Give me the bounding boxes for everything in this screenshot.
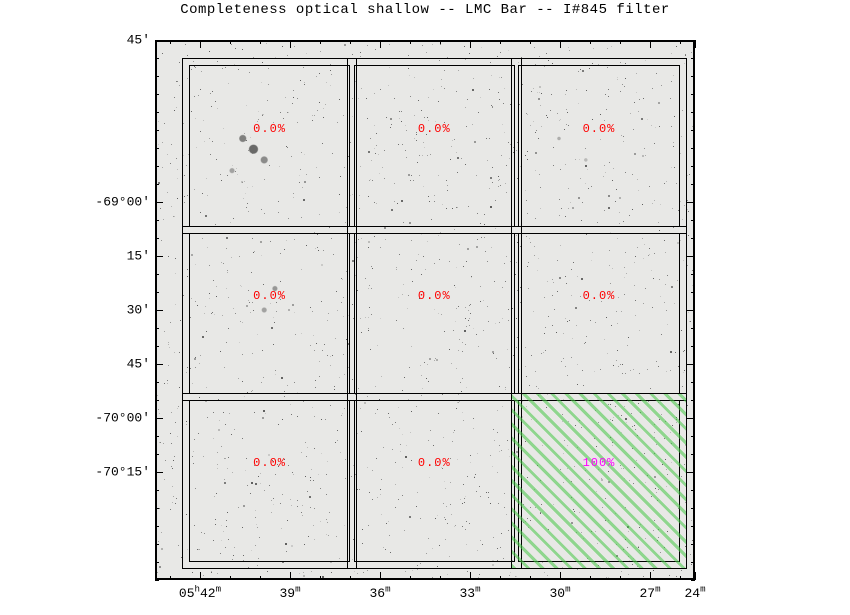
x-axis-label: 27m <box>639 586 660 601</box>
grid-cell-inner <box>354 400 516 562</box>
grid-cell-inner <box>518 233 680 395</box>
grid-cell: 0.0% <box>511 58 687 234</box>
y-axis-label: 45' <box>127 357 150 372</box>
grid-cell: 100% <box>511 393 687 569</box>
x-axis-label: 24m <box>684 586 705 601</box>
grid-cell-inner <box>354 65 516 227</box>
x-axis-label: 33m <box>459 586 480 601</box>
grid-cell: 0.0% <box>347 58 523 234</box>
figure-title: Completeness optical shallow -- LMC Bar … <box>0 2 850 18</box>
grid-cell: 0.0% <box>182 58 358 234</box>
grid-cell-inner <box>518 65 680 227</box>
figure-container: { "title": "Completeness optical shallow… <box>0 0 850 615</box>
grid-cell-inner <box>189 233 351 395</box>
y-axis-label: -70°15' <box>95 465 150 480</box>
y-axis-label: 30' <box>127 303 150 318</box>
x-axis-label: 05h42m <box>179 586 221 601</box>
plot-area: 0.0%0.0%0.0%0.0%0.0%0.0%0.0%0.0%100% <box>155 40 695 580</box>
grid-cell: 0.0% <box>347 226 523 402</box>
x-axis-label: 36m <box>369 586 390 601</box>
x-tick <box>695 40 696 48</box>
grid-cell-inner <box>518 400 680 562</box>
grid-cell-inner <box>189 65 351 227</box>
grid-cell: 0.0% <box>347 393 523 569</box>
grid-cell: 0.0% <box>511 226 687 402</box>
y-axis-label: 45' <box>127 33 150 48</box>
y-axis-label: 15' <box>127 249 150 264</box>
grid-cell-inner <box>189 400 351 562</box>
grid-cell-inner <box>354 233 516 395</box>
x-axis-label: 30m <box>549 586 570 601</box>
x-axis-label: 39m <box>279 586 300 601</box>
y-axis-label: -70°00' <box>95 411 150 426</box>
grid-cell: 0.0% <box>182 226 358 402</box>
x-tick <box>695 572 696 580</box>
grid-cell: 0.0% <box>182 393 358 569</box>
y-axis-label: -69°00' <box>95 195 150 210</box>
